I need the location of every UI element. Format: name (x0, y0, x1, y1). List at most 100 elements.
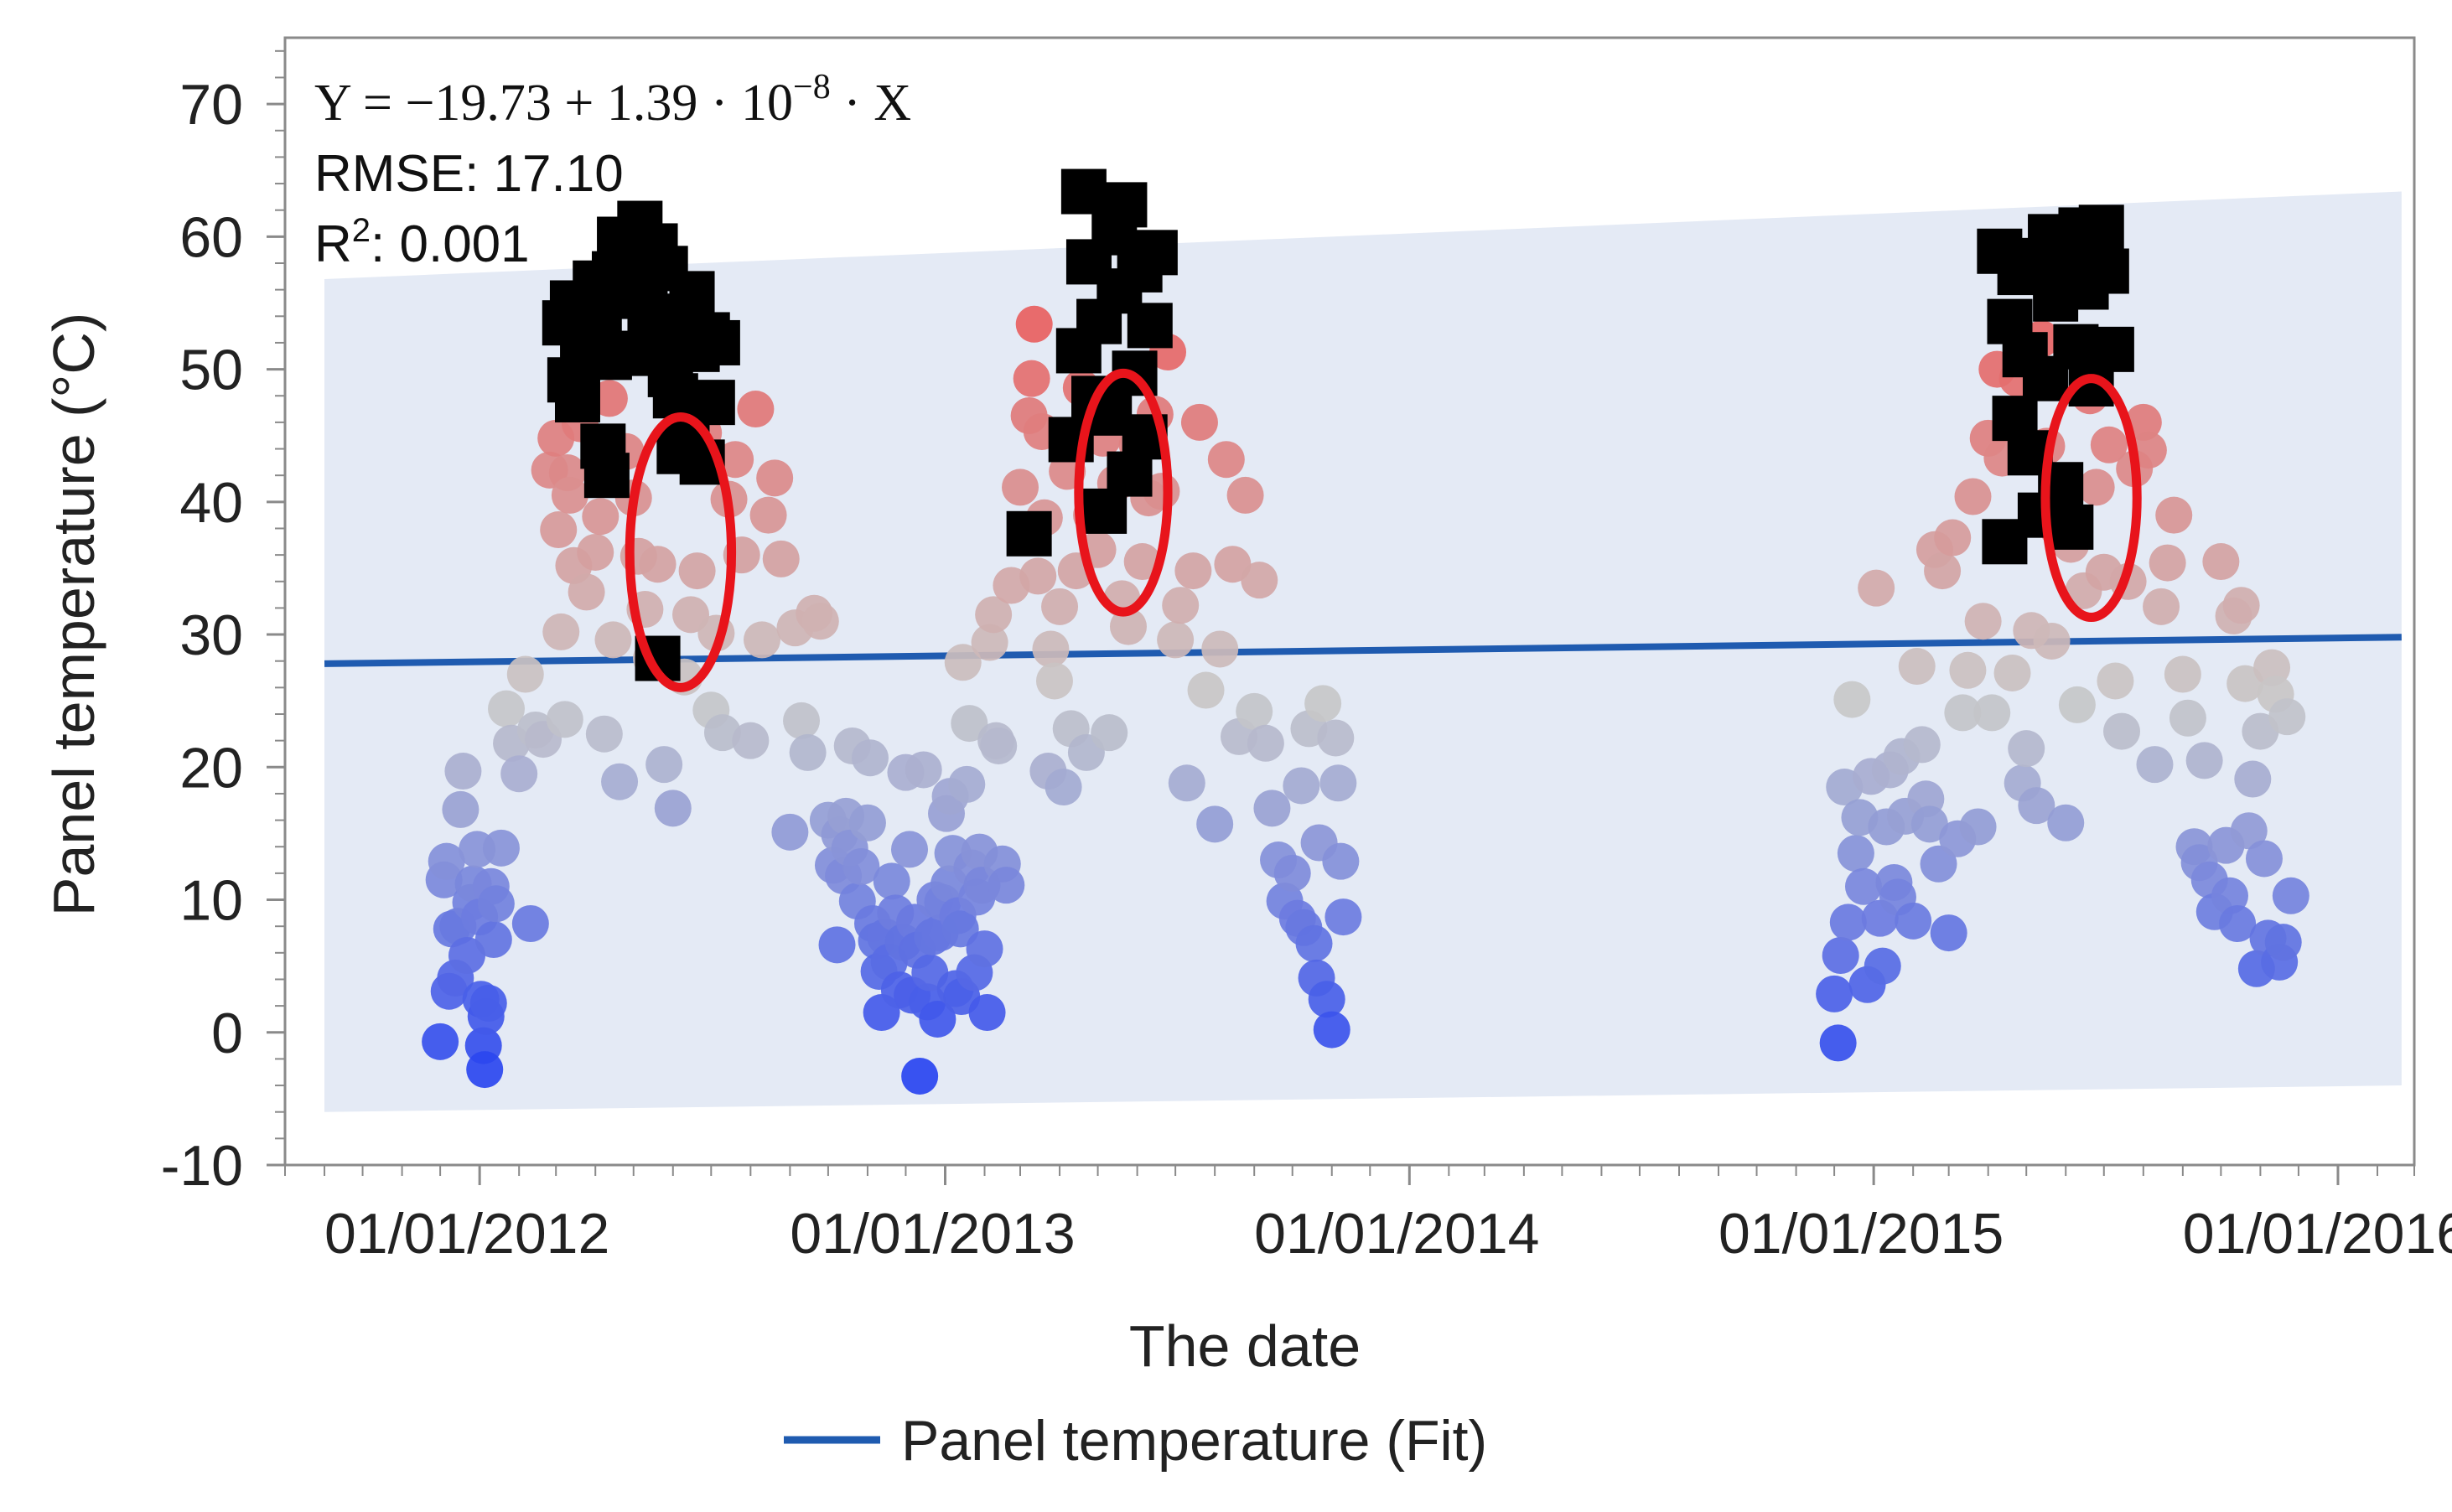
scatter-point (1944, 694, 1982, 732)
scatter-point (1895, 902, 1932, 940)
scatter-point (1162, 587, 1200, 624)
x-tick-label: 01/01/2014 (1254, 1202, 1539, 1266)
scatter-point (482, 829, 520, 867)
legend-label: Panel temperature (Fit) (901, 1409, 1487, 1473)
square-point (669, 271, 715, 317)
square-point (554, 376, 600, 422)
square-point (583, 453, 630, 499)
scatter-point (2219, 905, 2257, 943)
legend: Panel temperature (Fit) (784, 1409, 1487, 1473)
scatter-point (1920, 845, 1957, 883)
scatter-point (2018, 787, 2055, 825)
square-point (1060, 168, 1107, 215)
scatter-point (1295, 924, 1333, 962)
scatter-point (540, 511, 578, 549)
scatter-point (2033, 622, 2071, 660)
scatter-point (971, 624, 1008, 661)
scatter-point (448, 936, 485, 974)
y-tick-label: 10 (179, 869, 243, 933)
scatter-point (1207, 441, 1245, 479)
y-tick-label: 20 (179, 736, 243, 800)
scatter-point (749, 496, 787, 534)
scatter-point (601, 763, 639, 800)
scatter-point (2234, 760, 2272, 798)
scatter-point (2211, 877, 2248, 914)
y-tick-label: -10 (161, 1134, 243, 1198)
scatter-point (975, 596, 1013, 634)
scatter-point (1924, 552, 1962, 590)
scatter-point (783, 702, 821, 739)
scatter-point (2164, 655, 2201, 693)
x-tick-label: 01/01/2012 (324, 1202, 609, 1266)
scatter-point (1829, 904, 1867, 941)
scatter-point (968, 994, 1006, 1032)
scatter-point (2202, 543, 2240, 581)
scatter-point (2077, 469, 2115, 506)
scatter-point (905, 751, 942, 789)
scatter-point (1241, 562, 1278, 599)
fit-r-squared: R2: 0.001 (314, 212, 530, 273)
scatter-point (645, 746, 683, 784)
scatter-point (1041, 588, 1079, 625)
scatter-point (582, 498, 619, 536)
scatter-point (980, 727, 1018, 764)
y-tick-label: 30 (179, 603, 243, 667)
y-tick-label: 50 (179, 339, 243, 402)
scatter-point (1214, 546, 1252, 583)
scatter-point (1273, 854, 1311, 892)
scatter-point (442, 790, 480, 828)
scatter-point (551, 476, 588, 514)
scatter-point (2047, 804, 2085, 841)
square-point (694, 319, 740, 365)
scatter-point (2169, 699, 2206, 737)
scatter-point (2268, 698, 2306, 736)
scatter-point (1304, 685, 1342, 722)
scatter-point (951, 705, 988, 743)
scatter-point (577, 533, 614, 571)
scatter-point (818, 926, 856, 964)
scatter-point (771, 813, 809, 851)
scatter-point (506, 655, 544, 693)
scatter-point (732, 722, 770, 759)
scatter-point (988, 867, 1025, 904)
scatter-point (891, 831, 929, 868)
scatter-point (2185, 742, 2223, 779)
scatter-point (1253, 790, 1291, 827)
scatter-point (1123, 543, 1161, 581)
x-tick-label: 01/01/2016 (2183, 1202, 2452, 1266)
scatter-point (1949, 651, 1987, 689)
fit-rmse: RMSE: 17.10 (314, 145, 624, 203)
scatter-point (1035, 662, 1073, 700)
scatter-point (466, 1051, 504, 1089)
scatter-point (848, 804, 886, 841)
y-tick-label: 40 (179, 471, 243, 535)
scatter-point (1015, 305, 1053, 343)
scatter-point (654, 790, 692, 827)
scatter-point (944, 644, 982, 681)
scatter-point (743, 621, 780, 659)
scatter-point (546, 701, 583, 738)
x-tick-label: 01/01/2013 (790, 1202, 1075, 1266)
scatter-point (477, 885, 515, 923)
square-point (689, 380, 735, 426)
scatter-point (703, 714, 741, 752)
scatter-point (2230, 812, 2268, 850)
scatter-point (1168, 764, 1205, 802)
scatter-point (542, 613, 580, 650)
scatter-point (1091, 714, 1128, 752)
scatter-point (2143, 588, 2180, 625)
scatter-point (469, 984, 507, 1022)
scatter-point (1858, 569, 1895, 607)
scatter-point (1934, 519, 1972, 557)
scatter-point (1973, 694, 2011, 732)
scatter-point (1844, 867, 1882, 905)
square-point (1006, 510, 1052, 557)
scatter-point (1898, 648, 1936, 686)
scatter-point (594, 621, 632, 659)
scatter-point (1032, 630, 1070, 668)
scatter-point (1833, 681, 1871, 718)
highlight-ellipse (625, 412, 737, 692)
scatter-point (1322, 842, 1360, 880)
scatter-point (2124, 403, 2162, 441)
scatter-point (672, 596, 710, 634)
